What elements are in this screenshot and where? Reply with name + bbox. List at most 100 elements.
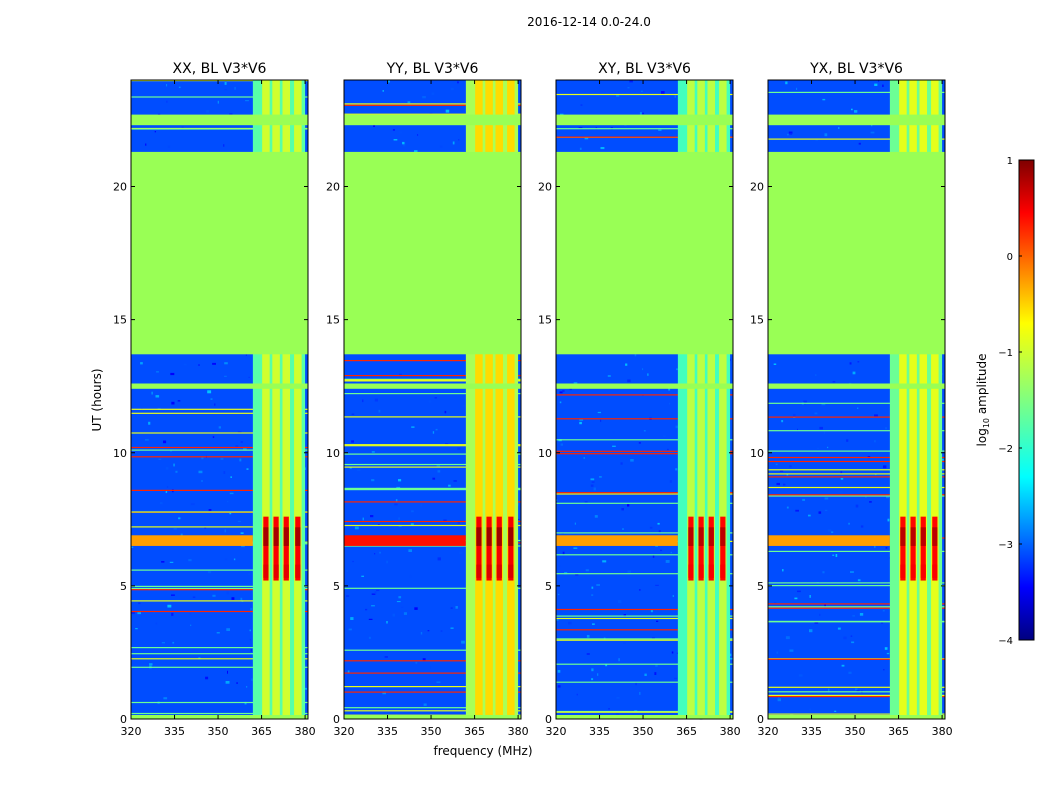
noise-pixel: [170, 450, 172, 452]
noise-pixel: [354, 526, 359, 530]
time-streak: [344, 360, 521, 362]
noise-pixel: [782, 569, 784, 572]
noise-pixel: [562, 551, 565, 555]
noise-pixel: [627, 87, 630, 89]
flare-peak: [698, 527, 704, 546]
x-tick-label: 380: [720, 725, 741, 738]
time-streak: [556, 629, 733, 631]
noise-pixel: [824, 497, 829, 500]
noise-pixel: [857, 579, 861, 582]
noise-pixel: [796, 87, 798, 90]
noise-pixel: [398, 525, 402, 527]
noise-pixel: [785, 636, 790, 640]
noise-pixel: [365, 608, 368, 611]
noise-pixel: [393, 139, 398, 141]
noise-pixel: [777, 698, 781, 702]
noise-pixel: [420, 632, 423, 635]
noise-pixel: [455, 606, 458, 609]
rfi-channel: [272, 80, 280, 719]
noise-pixel: [848, 522, 850, 525]
noise-pixel: [618, 658, 620, 662]
flagged-region: [344, 715, 521, 719]
noise-pixel: [786, 473, 789, 476]
noise-pixel: [361, 575, 364, 577]
noise-pixel: [181, 126, 184, 129]
noise-pixel: [224, 375, 227, 377]
noise-pixel: [432, 431, 435, 434]
noise-pixel: [373, 125, 375, 127]
panel-xx: XX, BL V3*V6 320 335 350 365 380 0 5 10 15 20: [113, 61, 316, 738]
noise-pixel: [169, 561, 174, 563]
noise-pixel: [423, 703, 427, 706]
noise-pixel: [775, 463, 778, 466]
colorbar-tick-label: −2: [998, 444, 1013, 455]
noise-pixel: [386, 621, 388, 624]
noise-pixel: [887, 518, 890, 522]
noise-pixel: [190, 624, 192, 626]
flare-peak: [273, 527, 279, 546]
noise-pixel: [453, 480, 457, 482]
noise-pixel: [639, 691, 641, 695]
noise-pixel: [411, 426, 415, 428]
y-tick-label: 5: [120, 580, 127, 593]
time-streak: [556, 711, 733, 713]
time-streak: [344, 416, 521, 418]
noise-pixel: [839, 490, 843, 494]
time-streak: [344, 104, 521, 106]
flare-peak: [295, 564, 301, 578]
noise-pixel: [590, 484, 594, 487]
noise-pixel: [371, 451, 375, 453]
noise-pixel: [234, 87, 236, 90]
noise-pixel: [627, 504, 630, 507]
noise-pixel: [131, 546, 134, 548]
flare-peak: [273, 564, 279, 578]
noise-pixel: [462, 404, 466, 407]
noise-pixel: [226, 628, 230, 631]
noise-pixel: [798, 674, 803, 677]
noise-pixel: [594, 515, 598, 518]
noise-pixel: [846, 439, 849, 442]
noise-pixel: [776, 651, 779, 654]
noise-pixel: [886, 83, 890, 86]
panel-frame: [343, 79, 522, 720]
noise-pixel: [245, 100, 249, 102]
flare-peak: [263, 527, 269, 546]
noise-pixel: [249, 638, 252, 641]
noise-pixel: [658, 129, 662, 131]
panel-title: YY, BL V3*V6: [386, 61, 479, 77]
time-streak: [768, 460, 945, 463]
noise-pixel: [819, 613, 821, 616]
time-streak: [344, 524, 521, 527]
noise-pixel: [622, 528, 624, 530]
noise-pixel: [556, 499, 558, 501]
noise-pixel: [848, 671, 852, 674]
noise-pixel: [837, 627, 841, 630]
flare-stripe: [131, 535, 253, 546]
noise-pixel: [630, 459, 634, 462]
noise-pixel: [395, 499, 398, 502]
noise-pixel: [859, 613, 864, 616]
noise-pixel: [808, 710, 811, 713]
time-streak: [768, 91, 945, 93]
noise-pixel: [236, 682, 238, 684]
time-streak: [344, 453, 521, 455]
time-streak: [768, 450, 945, 452]
noise-pixel: [190, 503, 195, 506]
noise-pixel: [586, 653, 590, 655]
panel-frame: [555, 79, 734, 720]
noise-pixel: [558, 565, 561, 567]
noise-pixel: [627, 570, 631, 573]
noise-pixel: [809, 629, 813, 633]
x-tick-label: 380: [508, 725, 529, 738]
flagged-region: [556, 383, 733, 389]
noise-pixel: [436, 681, 441, 683]
noise-pixel: [797, 590, 801, 593]
time-streak: [556, 394, 733, 396]
noise-pixel: [362, 399, 364, 403]
noise-pixel: [797, 428, 798, 431]
noise-pixel: [776, 482, 780, 486]
flare-patch: [295, 516, 301, 581]
noise-pixel: [378, 409, 381, 413]
flare-patch: [708, 516, 714, 581]
